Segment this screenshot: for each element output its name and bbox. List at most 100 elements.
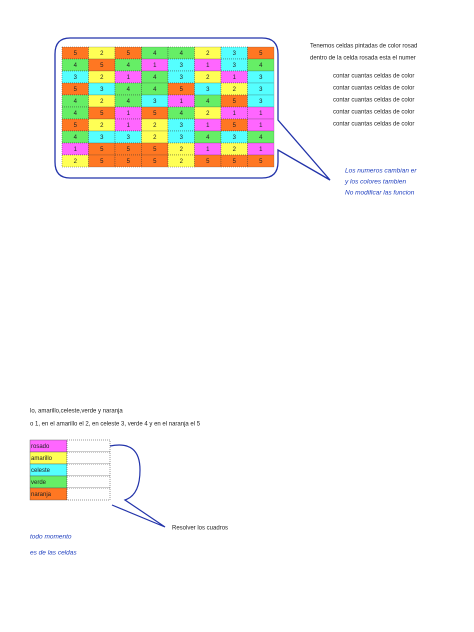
cell-value: 4: [206, 99, 210, 105]
note: Los numeros cambian er: [345, 168, 417, 175]
callout: [54, 37, 331, 181]
action: Resolver los cuadros: [172, 526, 228, 532]
cell-value: 2: [206, 51, 210, 57]
answer-cell: [66, 475, 111, 489]
cell-value: 1: [259, 147, 263, 153]
cell-value: 5: [74, 87, 78, 93]
cell-value: 3: [180, 135, 184, 141]
note: es de las celdas: [30, 550, 77, 557]
note: y los colores tambien: [344, 179, 406, 186]
cell: [247, 94, 275, 108]
cell: [247, 154, 275, 168]
cell-value: 5: [100, 63, 104, 69]
answer-cell: [66, 451, 111, 465]
cell: [247, 46, 275, 60]
cell-value: 3: [100, 135, 104, 141]
note: No modificar las funcion: [345, 190, 415, 197]
cell-value: 1: [127, 75, 131, 81]
cell-value: 5: [259, 159, 263, 165]
cell-value: 5: [153, 159, 157, 165]
cell-value: 3: [180, 123, 184, 129]
cell-value: 4: [74, 63, 78, 69]
cell-value: 1: [259, 111, 263, 117]
cell-value: 3: [180, 75, 184, 81]
cell-value: 4: [259, 135, 263, 141]
cell-value: 5: [233, 159, 237, 165]
cell-value: 3: [233, 51, 237, 57]
cell-value: 2: [206, 111, 210, 117]
cell: [247, 118, 275, 132]
cell-value: 4: [74, 111, 78, 117]
cell-value: 1: [233, 111, 237, 117]
label: rosado: [31, 444, 50, 450]
cell-value: 3: [233, 135, 237, 141]
cell-value: 5: [153, 147, 157, 153]
cell-value: 5: [100, 111, 104, 117]
cell-value: 4: [259, 63, 263, 69]
bottom-text: o 1, en el amarillo el 2, en celeste 3, …: [30, 422, 201, 428]
cell-value: 4: [127, 99, 131, 105]
cell-value: 5: [127, 147, 131, 153]
cell: [247, 70, 275, 84]
cell-value: 1: [74, 147, 78, 153]
cell-value: 2: [180, 159, 184, 165]
cell-value: 3: [153, 99, 157, 105]
cell-value: 5: [153, 111, 157, 117]
cell-value: 5: [233, 99, 237, 105]
cell-value: 4: [153, 51, 157, 57]
cell-value: 3: [259, 87, 263, 93]
cell-value: 3: [233, 63, 237, 69]
cell-value: 2: [74, 159, 78, 165]
cell-value: 4: [180, 51, 184, 57]
instruction: contar cuantas celdas de color: [333, 74, 414, 80]
cell: [247, 142, 275, 156]
instruction: contar cuantas celdas de color: [333, 98, 414, 104]
cell-value: 1: [127, 123, 131, 129]
cell-value: 5: [100, 159, 104, 165]
cell-value: 4: [153, 87, 157, 93]
cell-value: 1: [233, 75, 237, 81]
instruction: contar cuantas celdas de color: [333, 86, 414, 92]
cell-value: 3: [259, 75, 263, 81]
cell-value: 2: [100, 51, 104, 57]
cell-value: 5: [206, 159, 210, 165]
cell-value: 4: [74, 135, 78, 141]
label: celeste: [31, 468, 51, 474]
cell-value: 4: [127, 63, 131, 69]
cell-value: 1: [206, 123, 210, 129]
cell-value: 2: [153, 135, 157, 141]
cell-value: 4: [153, 75, 157, 81]
cell-value: 5: [127, 159, 131, 165]
cell-value: 2: [233, 87, 237, 93]
bottom-text: lo, amarillo,celeste,verde y naranja: [30, 409, 123, 415]
cell: [247, 130, 275, 144]
cell-value: 3: [206, 87, 210, 93]
note: todo momento: [30, 534, 72, 541]
answer-cell: [66, 463, 111, 477]
label: verde: [31, 480, 47, 486]
answer-cell: [66, 487, 111, 501]
cell-value: 4: [127, 87, 131, 93]
cell-value: 1: [259, 123, 263, 129]
cell-value: 1: [206, 63, 210, 69]
cell-value: 4: [206, 135, 210, 141]
cell-value: 5: [180, 87, 184, 93]
cell: [247, 82, 275, 96]
callout: [109, 444, 166, 528]
cell-value: 3: [259, 99, 263, 105]
cell-value: 2: [180, 147, 184, 153]
intro: Tenemos celdas pintadas de color rosad: [310, 44, 417, 50]
cell-value: 2: [100, 99, 104, 105]
cell-value: 5: [100, 147, 104, 153]
cell-value: 1: [153, 63, 157, 69]
cell-value: 5: [74, 123, 78, 129]
cell-value: 4: [180, 111, 184, 117]
cell-value: 5: [74, 51, 78, 57]
answer-cell: [66, 439, 111, 453]
cell-value: 1: [127, 111, 131, 117]
cell-value: 3: [127, 135, 131, 141]
cell-value: 5: [127, 51, 131, 57]
label: amarillo: [31, 456, 53, 462]
cell-value: 2: [206, 75, 210, 81]
